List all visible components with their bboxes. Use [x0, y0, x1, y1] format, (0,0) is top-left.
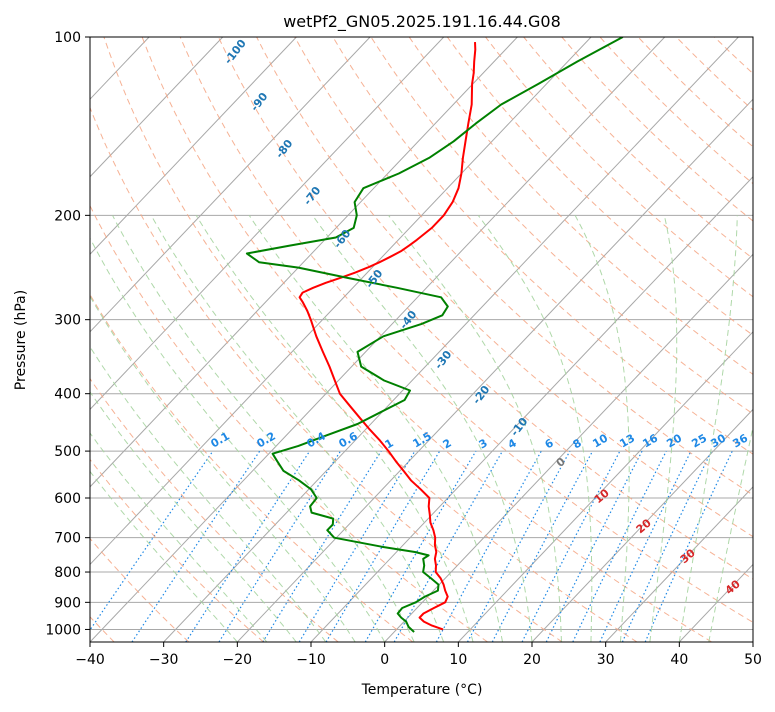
y-tick-label: 700: [54, 531, 81, 547]
y-tick-label: 100: [54, 30, 81, 46]
x-axis-title: Temperature (°C): [361, 682, 483, 698]
chart-title: wetPf2_GN05.2025.191.16.44.G08: [283, 12, 561, 32]
y-tick-label: 400: [54, 387, 81, 403]
x-tick-label: −30: [149, 652, 179, 668]
x-tick-label: 0: [380, 652, 389, 668]
y-tick-label: 1000: [45, 622, 81, 638]
y-axis-title: Pressure (hPa): [13, 290, 29, 390]
x-tick-label: 10: [449, 652, 467, 668]
x-tick-label: 20: [523, 652, 541, 668]
x-tick-label: 40: [670, 652, 688, 668]
y-tick-label: 300: [54, 313, 81, 329]
x-tick-label: −10: [296, 652, 326, 668]
y-tick-label: 800: [54, 565, 81, 581]
y-tick-label: 900: [54, 595, 81, 611]
x-tick-label: 30: [597, 652, 615, 668]
x-tick-label: 50: [744, 652, 762, 668]
y-tick-label: 600: [54, 491, 81, 507]
y-tick-label: 500: [54, 444, 81, 460]
x-tick-label: −40: [75, 652, 105, 668]
x-tick-label: −20: [223, 652, 253, 668]
y-tick-label: 200: [54, 208, 81, 224]
